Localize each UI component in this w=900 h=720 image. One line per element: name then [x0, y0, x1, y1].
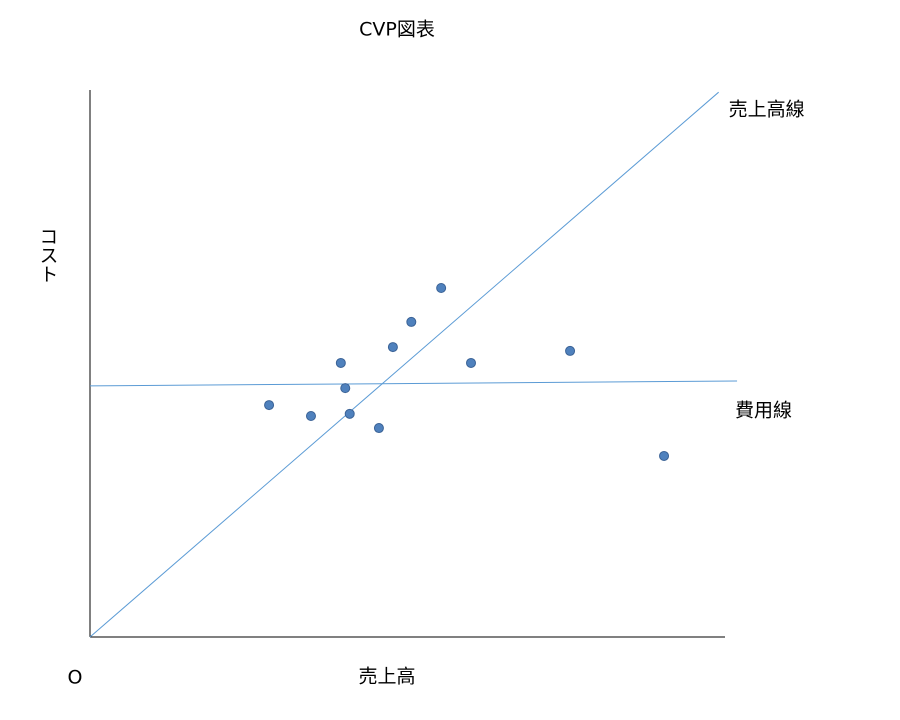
point [335, 357, 346, 368]
point [344, 408, 355, 419]
point [406, 316, 417, 327]
chart-title: CVP図表 [359, 19, 435, 41]
y-axis-label: コスト [37, 227, 59, 284]
point [305, 411, 316, 422]
line [89, 380, 738, 387]
line [89, 91, 719, 638]
point [659, 450, 670, 461]
origin-label: O [68, 667, 83, 689]
point [373, 423, 384, 434]
point [565, 345, 576, 356]
line-label: 費用線 [735, 400, 792, 422]
point [466, 357, 476, 368]
point [340, 383, 351, 394]
point [436, 283, 447, 294]
x-axis-label: 売上高 [358, 666, 415, 688]
point [387, 342, 398, 353]
point [264, 400, 275, 411]
line-label: 売上高線 [729, 99, 805, 121]
